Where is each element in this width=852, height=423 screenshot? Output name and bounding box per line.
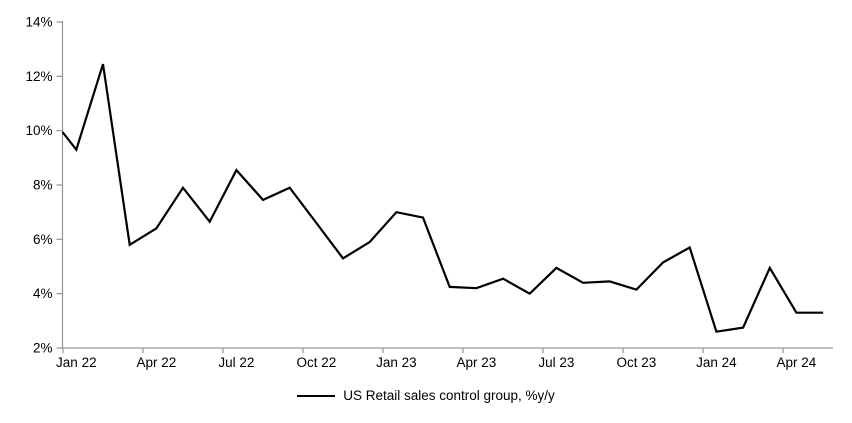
x-tick-label: Jul 22 [218,355,254,370]
y-tick-label: 4% [33,286,53,301]
y-tick-label: 12% [25,69,52,84]
y-tick-label: 10% [25,123,52,138]
legend-label: US Retail sales control group, %y/y [343,388,555,403]
x-tick-label: Oct 22 [296,355,336,370]
x-tick-label: Apr 24 [777,355,817,370]
x-tick-label: Oct 23 [617,355,657,370]
y-tick-label: 2% [33,341,53,356]
x-tick-label: Apr 23 [456,355,496,370]
y-tick-label: 8% [33,178,53,193]
data-line [61,63,824,333]
x-tick-label: Jul 23 [538,355,574,370]
x-tick-label: Jan 24 [696,355,737,370]
x-tick-label: Jan 22 [56,355,97,370]
legend-line-sample [297,394,336,397]
y-tick-label: 14% [25,15,52,30]
y-tick-label: 6% [33,232,53,247]
x-tick-label: Apr 22 [136,355,176,370]
legend: US Retail sales control group, %y/y [0,388,852,403]
x-tick-label: Jan 23 [376,355,417,370]
